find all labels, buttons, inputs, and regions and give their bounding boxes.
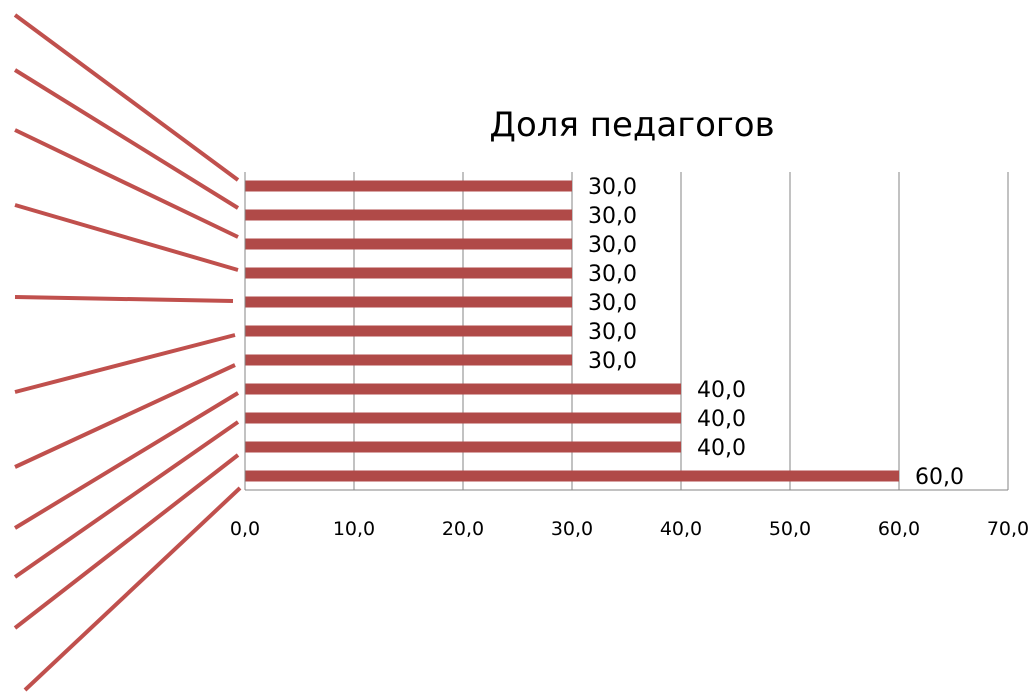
x-tick-label: 0,0 <box>230 518 260 540</box>
x-tick-label: 30,0 <box>551 518 593 540</box>
bar-value-label: 40,0 <box>697 436 746 461</box>
bar <box>245 325 572 337</box>
bar-value-label: 30,0 <box>588 175 637 200</box>
leader-line <box>13 453 240 630</box>
bar <box>245 470 899 482</box>
leader-line <box>13 68 240 210</box>
leader-line <box>13 420 240 579</box>
bar <box>245 267 572 279</box>
data-labels: 30,0 30,0 30,0 30,0 30,0 30,0 30,0 40,0 40,0 40,0… <box>588 175 964 490</box>
bar <box>245 441 681 453</box>
bar <box>245 354 572 366</box>
bar-value-label: 40,0 <box>697 407 746 432</box>
x-tick-label: 70,0 <box>987 518 1029 540</box>
x-tick-label: 50,0 <box>769 518 811 540</box>
bar-value-label: 30,0 <box>588 262 637 287</box>
bar-value-label: 30,0 <box>588 204 637 229</box>
bar-value-label: 40,0 <box>697 378 746 403</box>
bars <box>245 180 899 482</box>
chart-title: Доля педагогов <box>489 105 774 145</box>
bar <box>245 383 681 395</box>
leader-line <box>14 295 234 303</box>
bar-value-label: 30,0 <box>588 291 637 316</box>
bar-value-label: 30,0 <box>588 320 637 345</box>
bar-value-label: 30,0 <box>588 349 637 374</box>
leader-line <box>14 128 239 239</box>
bar <box>245 412 681 424</box>
x-axis-tick-labels: 0,0 10,0 20,0 30,0 40,0 50,0 60,0 70,0 <box>230 518 1029 540</box>
bar <box>245 209 572 221</box>
bar <box>245 296 572 308</box>
x-tick-label: 20,0 <box>442 518 484 540</box>
leader-line <box>14 363 236 469</box>
bar <box>245 180 572 192</box>
x-tick-label: 60,0 <box>878 518 920 540</box>
x-tick-label: 10,0 <box>333 518 375 540</box>
leader-line <box>14 333 236 394</box>
x-tick-label: 40,0 <box>660 518 702 540</box>
bar <box>245 238 572 250</box>
leader-line <box>13 391 240 530</box>
leader-line <box>13 13 240 182</box>
category-leader-lines <box>13 13 242 692</box>
x-axis <box>244 172 1008 491</box>
leader-line <box>14 203 239 272</box>
bar-value-label: 60,0 <box>915 465 964 490</box>
leader-line <box>23 486 242 692</box>
bar-value-label: 30,0 <box>588 233 637 258</box>
